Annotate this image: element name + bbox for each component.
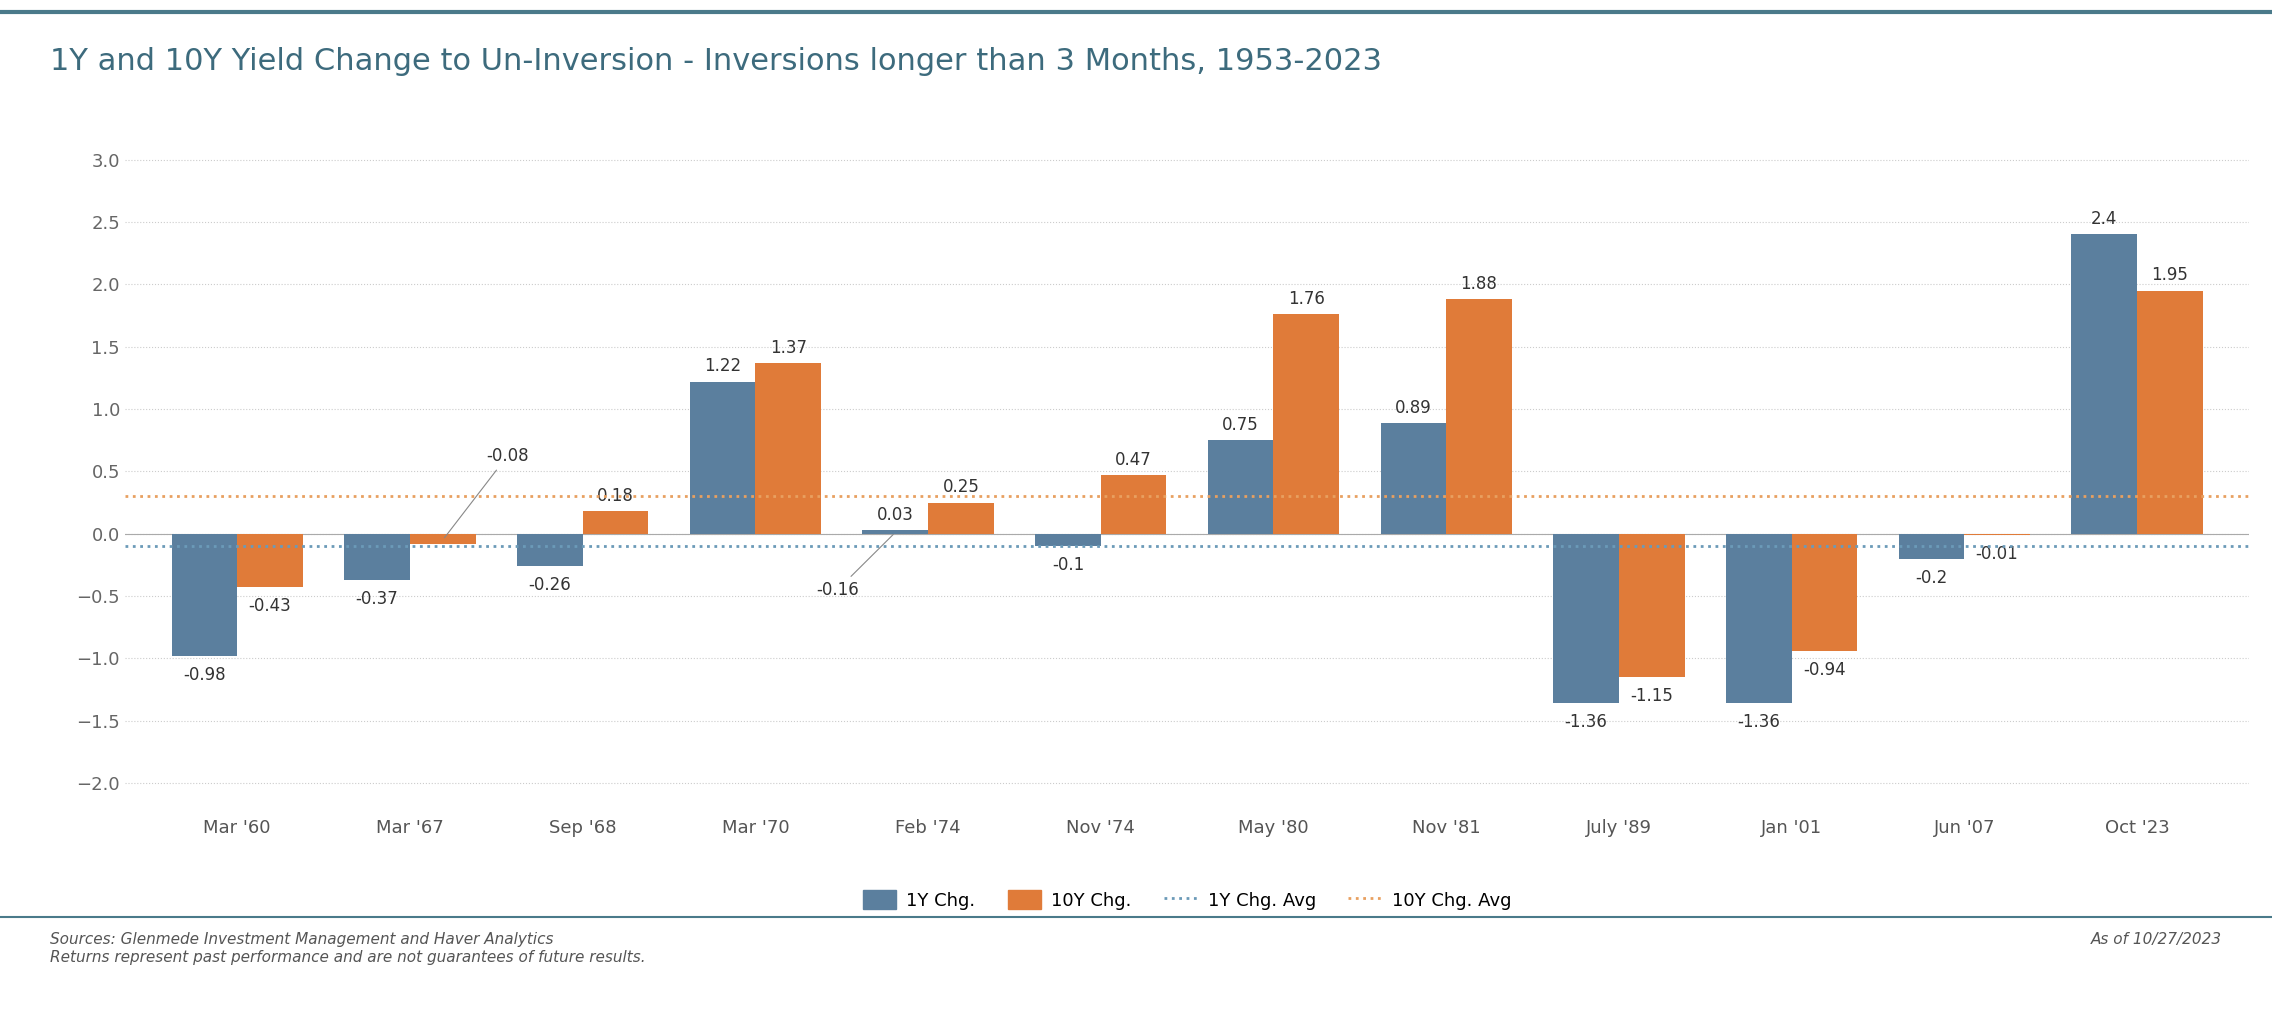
Bar	[345, 534, 409, 580]
Bar	[1793, 534, 1856, 651]
Text: -0.98: -0.98	[184, 666, 225, 684]
Bar	[1447, 299, 1511, 534]
Bar	[1620, 534, 1684, 678]
Bar	[1727, 534, 1793, 703]
Text: -0.43: -0.43	[248, 598, 291, 615]
Text: 0.89: 0.89	[1395, 399, 1431, 416]
Text: 0.47: 0.47	[1116, 451, 1152, 469]
Bar	[236, 534, 302, 587]
Text: 1Y and 10Y Yield Change to Un-Inversion - Inversions longer than 3 Months, 1953-: 1Y and 10Y Yield Change to Un-Inversion …	[50, 47, 1381, 76]
Bar	[863, 530, 927, 534]
Bar	[1275, 314, 1338, 534]
Bar	[1899, 534, 1965, 558]
Text: 2.4: 2.4	[2090, 210, 2118, 228]
Bar	[691, 381, 754, 534]
Text: -0.01: -0.01	[1977, 545, 2018, 563]
Text: -0.16: -0.16	[816, 535, 893, 599]
Text: 0.75: 0.75	[1222, 416, 1259, 434]
Text: Sources: Glenmede Investment Management and Haver Analytics
Returns represent pa: Sources: Glenmede Investment Management …	[50, 932, 645, 965]
Bar	[754, 363, 820, 534]
Text: 0.25: 0.25	[943, 479, 979, 496]
Bar	[173, 534, 236, 656]
Text: -0.1: -0.1	[1052, 556, 1084, 574]
Text: -1.15: -1.15	[1631, 687, 1672, 706]
Text: 1.76: 1.76	[1288, 290, 1325, 308]
Text: -0.2: -0.2	[1915, 569, 1947, 586]
Bar	[1100, 476, 1166, 534]
Bar	[1209, 440, 1275, 534]
Bar	[2072, 234, 2138, 534]
Text: 0.18: 0.18	[598, 487, 634, 505]
Bar	[1965, 534, 2029, 535]
Text: 1.95: 1.95	[2152, 266, 2188, 284]
Bar	[409, 534, 475, 544]
Text: -0.26: -0.26	[529, 576, 570, 594]
Legend: 1Y Chg., 10Y Chg., 1Y Chg. Avg, 10Y Chg. Avg: 1Y Chg., 10Y Chg., 1Y Chg. Avg, 10Y Chg.…	[857, 883, 1518, 917]
Text: -1.36: -1.36	[1738, 714, 1781, 731]
Bar	[927, 502, 993, 534]
Text: 1.88: 1.88	[1461, 275, 1497, 293]
Bar	[1554, 534, 1620, 703]
Bar	[582, 512, 648, 534]
Bar	[1381, 423, 1447, 534]
Text: 1.37: 1.37	[770, 339, 807, 356]
Text: -0.08: -0.08	[445, 448, 529, 538]
Text: As of 10/27/2023: As of 10/27/2023	[2090, 932, 2222, 947]
Text: -0.37: -0.37	[357, 589, 398, 608]
Text: 0.03: 0.03	[877, 506, 913, 524]
Text: -0.94: -0.94	[1804, 661, 1845, 679]
Bar	[518, 534, 582, 566]
Bar	[2138, 290, 2202, 534]
Text: -1.36: -1.36	[1565, 714, 1609, 731]
Bar	[1036, 534, 1100, 546]
Text: 1.22: 1.22	[704, 357, 741, 375]
